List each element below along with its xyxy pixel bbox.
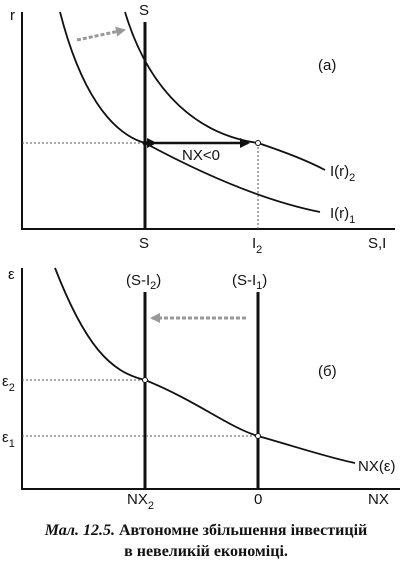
nx-curve-label: NX(ε)	[358, 458, 396, 475]
zero-tick-label: 0	[254, 491, 262, 508]
shift-arrow	[76, 26, 126, 42]
saving-tick-label: S	[139, 235, 149, 252]
panel-a: r S,I (a) S S I(r)1 I(r)2 NX<0 I2	[10, 2, 395, 256]
investment-curve-2	[124, 11, 326, 171]
invest-tick-label: I2	[252, 235, 262, 256]
s-i2-label: (S-I2)	[126, 272, 161, 292]
panel-a-tag: (a)	[318, 57, 336, 74]
equilibrium-point-a2	[255, 140, 261, 146]
nx-curve	[54, 267, 356, 464]
nx-gap-label: NX<0	[182, 147, 220, 164]
equilibrium-point-a1	[142, 140, 148, 146]
equilibrium-point-b2	[142, 377, 148, 383]
figure-caption: Мал. 12.5. Автономне збільшення інвестиц…	[0, 522, 412, 540]
panel-b: ε NX (б) (S-I2) (S-I1) NX(ε) ε2 ε1 NX2 0	[2, 266, 400, 512]
figure-caption-line-2: в невеликій економіці.	[0, 543, 412, 561]
saving-line-label: S	[139, 2, 149, 19]
caption-line-2: в невеликій економіці.	[124, 543, 288, 560]
panel-a-y-axis-label: r	[10, 7, 15, 24]
nx2-tick-label: NX2	[127, 491, 154, 512]
e1-label: ε1	[2, 429, 15, 450]
s-i1-label: (S-I1)	[232, 272, 267, 292]
panel-b-y-axis-label: ε	[8, 266, 15, 283]
curve-2-label: I(r)2	[330, 163, 355, 184]
caption-lead: Мал. 12.5.	[44, 522, 115, 539]
e2-label: ε2	[2, 373, 15, 394]
panel-b-x-axis-label: NX	[368, 491, 389, 508]
panel-b-tag: (б)	[318, 363, 337, 380]
caption-line-1: Автономне збільшення інвестицій	[118, 522, 368, 539]
panel-a-x-axis-label: S,I	[368, 235, 386, 252]
curve-1-label: I(r)1	[330, 205, 355, 226]
equilibrium-point-b1	[255, 433, 261, 439]
investment-curve-1	[59, 11, 321, 213]
